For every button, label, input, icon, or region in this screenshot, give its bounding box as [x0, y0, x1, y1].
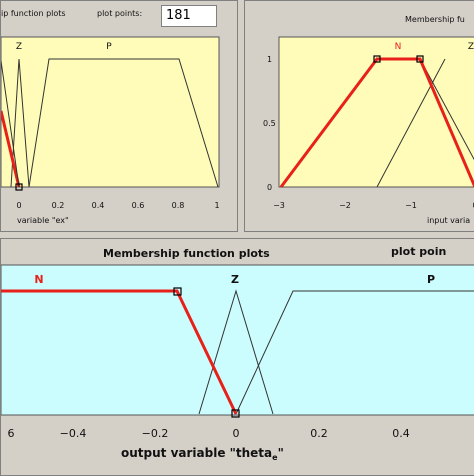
b-x-tick-2: −0.2 — [142, 427, 169, 440]
tr-x-ticks: −3 −2 −1 0 — [273, 201, 474, 210]
tl-x-tick-0: 0 — [16, 201, 21, 210]
tr-plot: 1 0.5 0 −3 −2 −1 0 N Z input varia — [263, 36, 474, 225]
b-xlabel-end: " — [278, 446, 284, 460]
tl-x-tick-3: 0.6 — [132, 201, 145, 210]
tl-mf-label-z: Z — [16, 42, 22, 52]
tr-mf-z-line2 — [419, 58, 474, 161]
b-mf-label-z: Z — [231, 273, 239, 286]
b-xlabel: output variable "thetae" — [121, 446, 284, 462]
tr-x-tick-3: 0 — [472, 201, 474, 210]
tr-y-ticks: 1 0.5 0 — [263, 55, 276, 192]
tr-mf-z-line1 — [376, 58, 446, 188]
b-mf-p — [235, 290, 474, 415]
tl-header-title: ip function plots — [1, 9, 66, 18]
tl-plot: 0 0.2 0.4 0.6 0.8 1 Z P variable "ex" — [1, 36, 220, 225]
b-plot: 6 −0.4 −0.2 0 0.2 0.4 N Z P output varia… — [1, 264, 474, 462]
bottom-panel: Membership function plots plot poin 6 −0… — [0, 238, 474, 476]
tl-x-tick-1: 0.2 — [52, 201, 65, 210]
tr-y-tick-0: 0 — [267, 183, 272, 192]
tl-mf-label-p: P — [106, 42, 112, 52]
b-mf-z — [198, 289, 274, 415]
tl-plot-area — [1, 36, 220, 188]
tr-x-tick-1: −2 — [339, 201, 351, 210]
tl-x-tick-4: 0.8 — [172, 201, 185, 210]
tr-xlabel: input varia — [427, 216, 470, 225]
tr-header-title: Membership fu — [405, 15, 465, 24]
tr-mf-n-selected — [279, 57, 474, 188]
tl-mf-z — [10, 58, 30, 188]
tr-x-tick-0: −3 — [273, 201, 285, 210]
tl-x-ticks: 0 0.2 0.4 0.6 0.8 1 — [16, 201, 219, 210]
tl-x-tick-2: 0.4 — [92, 201, 105, 210]
tl-xlabel: variable "ex" — [17, 216, 69, 225]
b-x-tick-3: 0 — [233, 427, 240, 440]
b-plot-points-label: plot poin — [391, 245, 447, 258]
tl-plot-points-input[interactable]: 181 — [161, 5, 217, 27]
tr-y-tick-1: 1 — [267, 55, 272, 64]
b-plot-area — [1, 264, 474, 416]
tr-mf-label-n: N — [395, 42, 402, 52]
b-x-tick-0: 6 — [8, 427, 15, 440]
tl-x-tick-5: 1 — [214, 201, 219, 210]
b-mf-label-n: N — [34, 273, 43, 286]
b-handle-1 — [173, 287, 182, 296]
b-x-tick-1: −0.4 — [60, 427, 87, 440]
b-mf-n-selected — [1, 289, 238, 415]
tr-y-tick-05: 0.5 — [263, 119, 276, 128]
b-x-tick-5: 0.4 — [392, 427, 410, 440]
b-x-tick-4: 0.2 — [310, 427, 328, 440]
b-xlabel-sub: e — [272, 453, 278, 462]
top-right-panel: Membership fu 1 0.5 0 −3 −2 −1 0 N Z inp… — [244, 0, 474, 232]
tr-x-tick-2: −1 — [405, 201, 417, 210]
tr-handle-2 — [416, 55, 424, 63]
top-left-panel: ip function plots plot points: 181 0 0.2… — [0, 0, 238, 232]
b-mf-label-p: P — [427, 273, 435, 286]
tl-mf-p — [28, 58, 219, 188]
tl-mf-n-selected — [1, 110, 21, 188]
tl-plot-points-label: plot points: — [97, 9, 143, 18]
b-header-title: Membership function plots — [103, 247, 270, 260]
tl-mf-z-line2 — [1, 60, 20, 188]
b-xlabel-main: output variable "theta — [121, 446, 272, 460]
b-x-ticks: 6 −0.4 −0.2 0 0.2 0.4 — [8, 427, 410, 440]
tr-handle-1 — [373, 55, 381, 63]
b-handle-2 — [231, 409, 240, 418]
tr-mf-label-z: Z — [468, 42, 474, 52]
tl-handle — [15, 183, 23, 191]
